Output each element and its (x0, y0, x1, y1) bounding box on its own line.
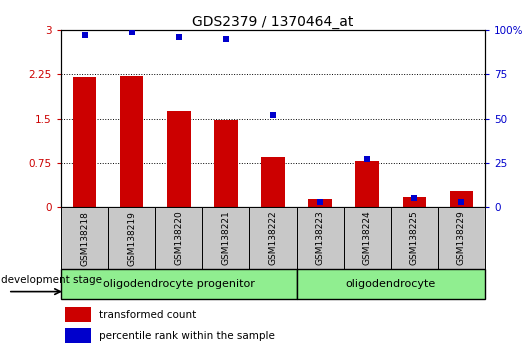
Bar (296, 269, 485, 299)
Bar (308, 199, 332, 207)
Bar (65, 328, 91, 343)
Text: transformed count: transformed count (99, 309, 196, 320)
Text: GSM138223: GSM138223 (315, 211, 324, 266)
Text: GSM138222: GSM138222 (269, 211, 277, 266)
Text: percentile rank within the sample: percentile rank within the sample (99, 331, 275, 341)
Bar (155, 207, 202, 269)
Bar (402, 197, 426, 207)
Bar (250, 207, 296, 269)
Bar (73, 77, 96, 207)
Text: GSM138219: GSM138219 (127, 211, 136, 266)
Text: GSM138218: GSM138218 (80, 211, 89, 266)
Text: GSM138229: GSM138229 (457, 211, 466, 266)
Point (222, 36, 230, 42)
Bar (202, 207, 250, 269)
Bar (108, 207, 155, 269)
Bar (120, 76, 144, 207)
Bar (356, 161, 379, 207)
Bar (61, 207, 108, 269)
Bar (61, 269, 296, 299)
Point (80, 33, 89, 38)
Text: GSM138221: GSM138221 (222, 211, 231, 266)
Bar (214, 120, 237, 207)
Title: GDS2379 / 1370464_at: GDS2379 / 1370464_at (192, 15, 354, 29)
Point (174, 34, 183, 40)
Bar (343, 207, 391, 269)
Point (363, 156, 372, 162)
Bar (261, 157, 285, 207)
Bar (167, 111, 190, 207)
Bar (391, 207, 438, 269)
Text: development stage: development stage (1, 275, 102, 285)
Point (410, 195, 419, 201)
Point (127, 29, 136, 35)
Bar (65, 307, 91, 322)
Text: GSM138224: GSM138224 (363, 211, 372, 266)
Point (457, 199, 466, 205)
Text: oligodendrocyte progenitor: oligodendrocyte progenitor (103, 279, 255, 289)
Point (316, 199, 324, 205)
Text: oligodendrocyte: oligodendrocyte (346, 279, 436, 289)
Point (269, 112, 277, 118)
Text: GSM138220: GSM138220 (174, 211, 183, 266)
Text: GSM138225: GSM138225 (410, 211, 419, 266)
Bar (438, 207, 485, 269)
Bar (296, 207, 343, 269)
Bar (449, 190, 473, 207)
